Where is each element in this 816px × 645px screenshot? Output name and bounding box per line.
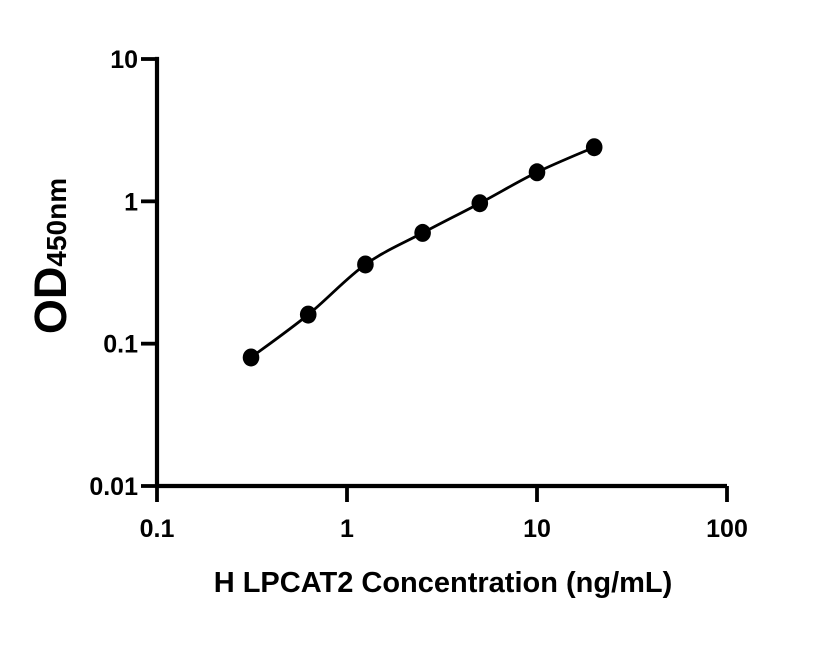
y-axis-title: OD450nm — [25, 178, 76, 334]
y-tick-label: 1 — [124, 188, 138, 216]
data-point — [585, 138, 603, 157]
x-tick-label: 100 — [706, 515, 748, 543]
x-tick-label: 1 — [340, 515, 354, 543]
data-point — [414, 223, 431, 242]
x-tick-label: 0.1 — [140, 515, 175, 543]
data-point — [242, 348, 260, 367]
y-tick-label: 0.01 — [89, 473, 138, 501]
y-tick-label: 0.1 — [103, 331, 138, 359]
x-tick-label: 10 — [523, 515, 551, 543]
axis-lines — [154, 56, 727, 489]
y-tick-label: 10 — [110, 46, 138, 74]
y-axis-title-subscript: 450nm — [41, 178, 72, 267]
series-layer — [242, 138, 603, 367]
data-point — [471, 194, 489, 213]
data-point — [299, 305, 317, 324]
x-axis-title: H LPCAT2 Concentration (ng/mL) — [214, 567, 673, 599]
data-point — [528, 163, 546, 182]
y-axis-title-main: OD — [25, 267, 76, 335]
data-point — [357, 255, 374, 274]
